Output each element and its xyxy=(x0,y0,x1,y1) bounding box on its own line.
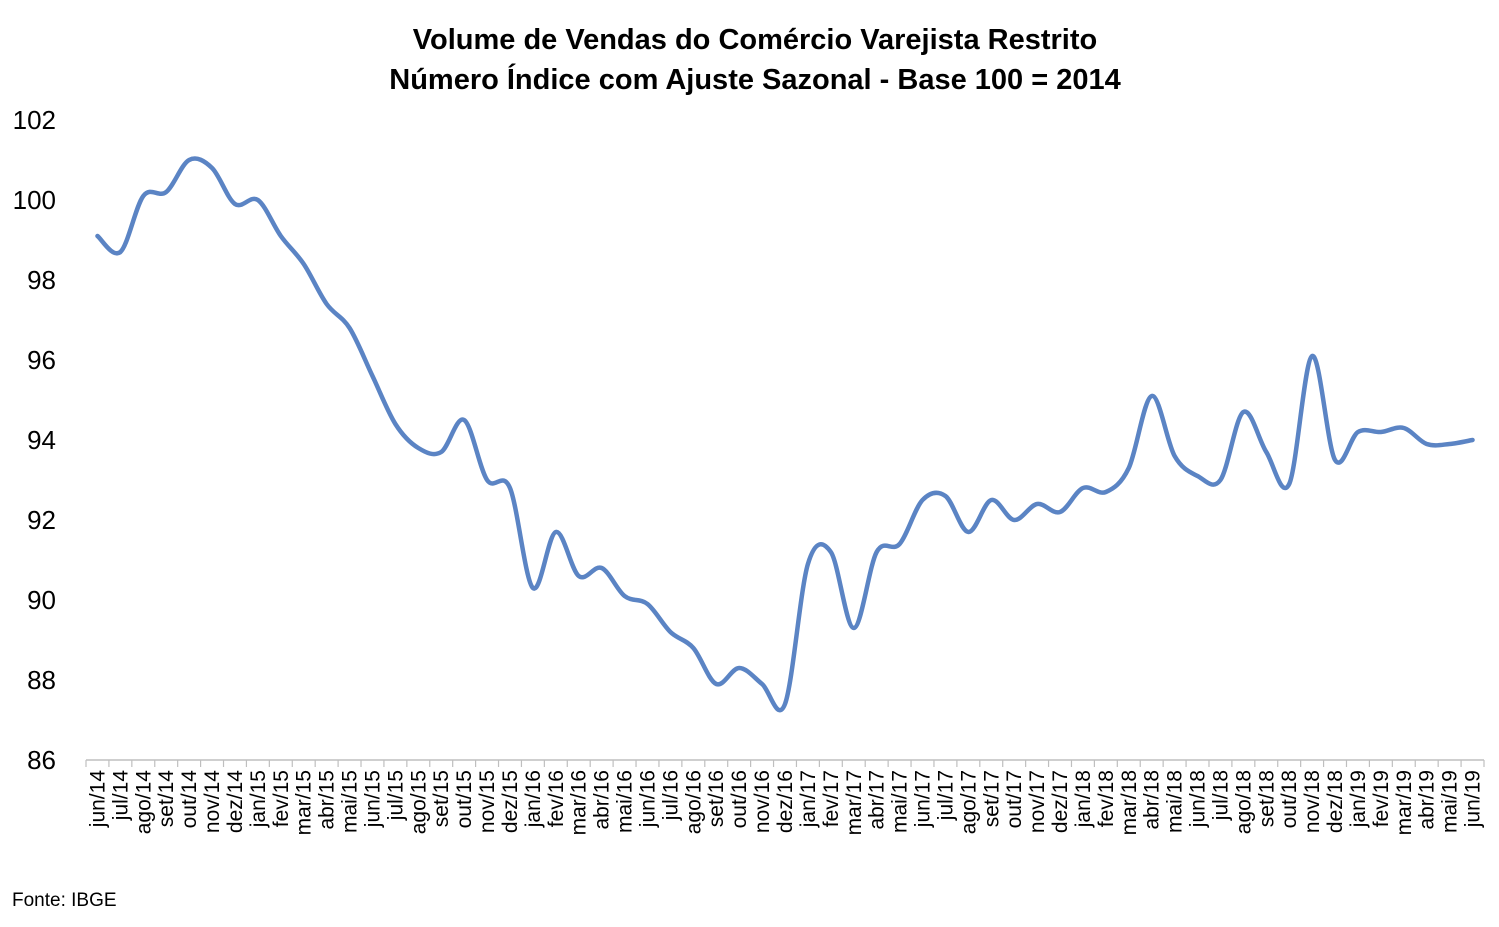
x-tick-label: set/16 xyxy=(705,770,728,827)
x-tick-label: jan/17 xyxy=(797,770,820,828)
x-axis-ticks: jun/14 jul/14 ago/14 set/14 out/14 nov/14 dez/… xyxy=(86,770,1484,836)
y-axis-ticks: 86 88 90 92 94 96 98 100 102 xyxy=(13,105,56,775)
x-tick-label: jun/17 xyxy=(912,770,935,828)
x-tick-label: nov/15 xyxy=(476,770,499,833)
x-tick-label: nov/17 xyxy=(1026,770,1049,833)
x-tick-label: dez/14 xyxy=(224,770,247,833)
x-tick-label: jun/14 xyxy=(86,770,109,829)
y-tick-label: 86 xyxy=(27,745,56,775)
x-tick-label: set/18 xyxy=(1255,770,1278,827)
x-tick-label: nov/14 xyxy=(201,770,224,833)
x-tick-label: ago/17 xyxy=(957,770,980,834)
chart-title: Volume de Vendas do Comércio Varejista R… xyxy=(0,20,1499,100)
x-tick-label: jul/15 xyxy=(384,770,407,821)
x-tick-label: jan/16 xyxy=(522,770,545,828)
x-tick-label: fev/15 xyxy=(270,770,293,827)
x-tick-label: mar/18 xyxy=(1118,770,1141,835)
x-tick-label: jul/14 xyxy=(109,770,132,822)
x-tick-label: mar/17 xyxy=(843,770,866,835)
y-tick-label: 88 xyxy=(27,665,56,695)
x-tick-label: abr/18 xyxy=(1141,770,1164,830)
chart-axes xyxy=(85,759,1485,767)
x-tick-label: nov/16 xyxy=(751,770,774,833)
x-tick-label: jun/19 xyxy=(1462,770,1485,828)
source-note: Fonte: IBGE xyxy=(12,890,117,911)
x-tick-label: mai/18 xyxy=(1164,770,1187,833)
plot-area xyxy=(95,156,1475,713)
chart-title-line-2: Número Índice com Ajuste Sazonal - Base … xyxy=(389,64,1121,96)
x-tick-label: jan/15 xyxy=(247,770,270,828)
x-tick-label: mai/16 xyxy=(614,770,637,833)
x-tick-label: mai/15 xyxy=(339,770,362,833)
x-tick-label: dez/15 xyxy=(499,770,522,833)
x-tick-label: mai/19 xyxy=(1439,770,1462,833)
x-tick-label: out/15 xyxy=(453,770,476,828)
x-tick-label: jan/19 xyxy=(1347,770,1370,828)
x-tick-label: ago/14 xyxy=(132,770,155,835)
x-tick-label: jun/15 xyxy=(361,770,384,828)
y-tick-label: 100 xyxy=(13,185,56,215)
y-tick-label: 90 xyxy=(27,585,56,615)
x-tick-label: out/17 xyxy=(1003,770,1026,828)
x-tick-label: ago/15 xyxy=(407,770,430,834)
x-tick-label: mai/17 xyxy=(889,770,912,833)
x-tick-label: fev/19 xyxy=(1370,770,1393,827)
x-tick-label: ago/18 xyxy=(1232,770,1255,834)
x-tick-label: fev/16 xyxy=(545,770,568,827)
x-tick-label: mar/15 xyxy=(293,770,316,835)
x-tick-label: jul/16 xyxy=(659,770,682,821)
x-tick-label: ago/16 xyxy=(682,770,705,834)
x-tick-label: mar/16 xyxy=(568,770,591,835)
x-tick-label: out/14 xyxy=(178,770,201,829)
x-tick-label: set/17 xyxy=(980,770,1003,827)
y-tick-label: 98 xyxy=(27,265,56,295)
y-tick-label: 92 xyxy=(27,505,56,535)
series-line xyxy=(95,156,1475,713)
x-tick-label: jun/16 xyxy=(636,770,659,828)
x-tick-label: fev/17 xyxy=(820,770,843,827)
x-tick-label: nov/18 xyxy=(1301,770,1324,833)
x-tick-label: abr/17 xyxy=(866,770,889,830)
x-tick-label: jul/17 xyxy=(934,770,957,821)
x-tick-label: jun/18 xyxy=(1187,770,1210,828)
chart-title-line-1: Volume de Vendas do Comércio Varejista R… xyxy=(412,24,1098,56)
x-tick-label: set/15 xyxy=(430,770,453,827)
x-tick-label: abr/16 xyxy=(591,770,614,830)
x-tick-label: dez/17 xyxy=(1049,770,1072,833)
x-tick-label: out/18 xyxy=(1278,770,1301,828)
x-tick-label: jan/18 xyxy=(1072,770,1095,828)
x-tick-label: mar/19 xyxy=(1393,770,1416,835)
y-tick-label: 96 xyxy=(27,345,56,375)
x-tick-label: jul/18 xyxy=(1209,770,1232,821)
y-tick-label: 102 xyxy=(13,105,56,135)
x-tick-label: dez/18 xyxy=(1324,770,1347,833)
x-tick-label: abr/19 xyxy=(1416,770,1439,830)
x-tick-label: fev/18 xyxy=(1095,770,1118,827)
x-tick-label: out/16 xyxy=(728,770,751,828)
x-tick-label: set/14 xyxy=(155,770,178,828)
x-tick-label: abr/15 xyxy=(316,770,339,830)
x-tick-label: dez/16 xyxy=(774,770,797,833)
y-tick-label: 94 xyxy=(27,425,56,455)
